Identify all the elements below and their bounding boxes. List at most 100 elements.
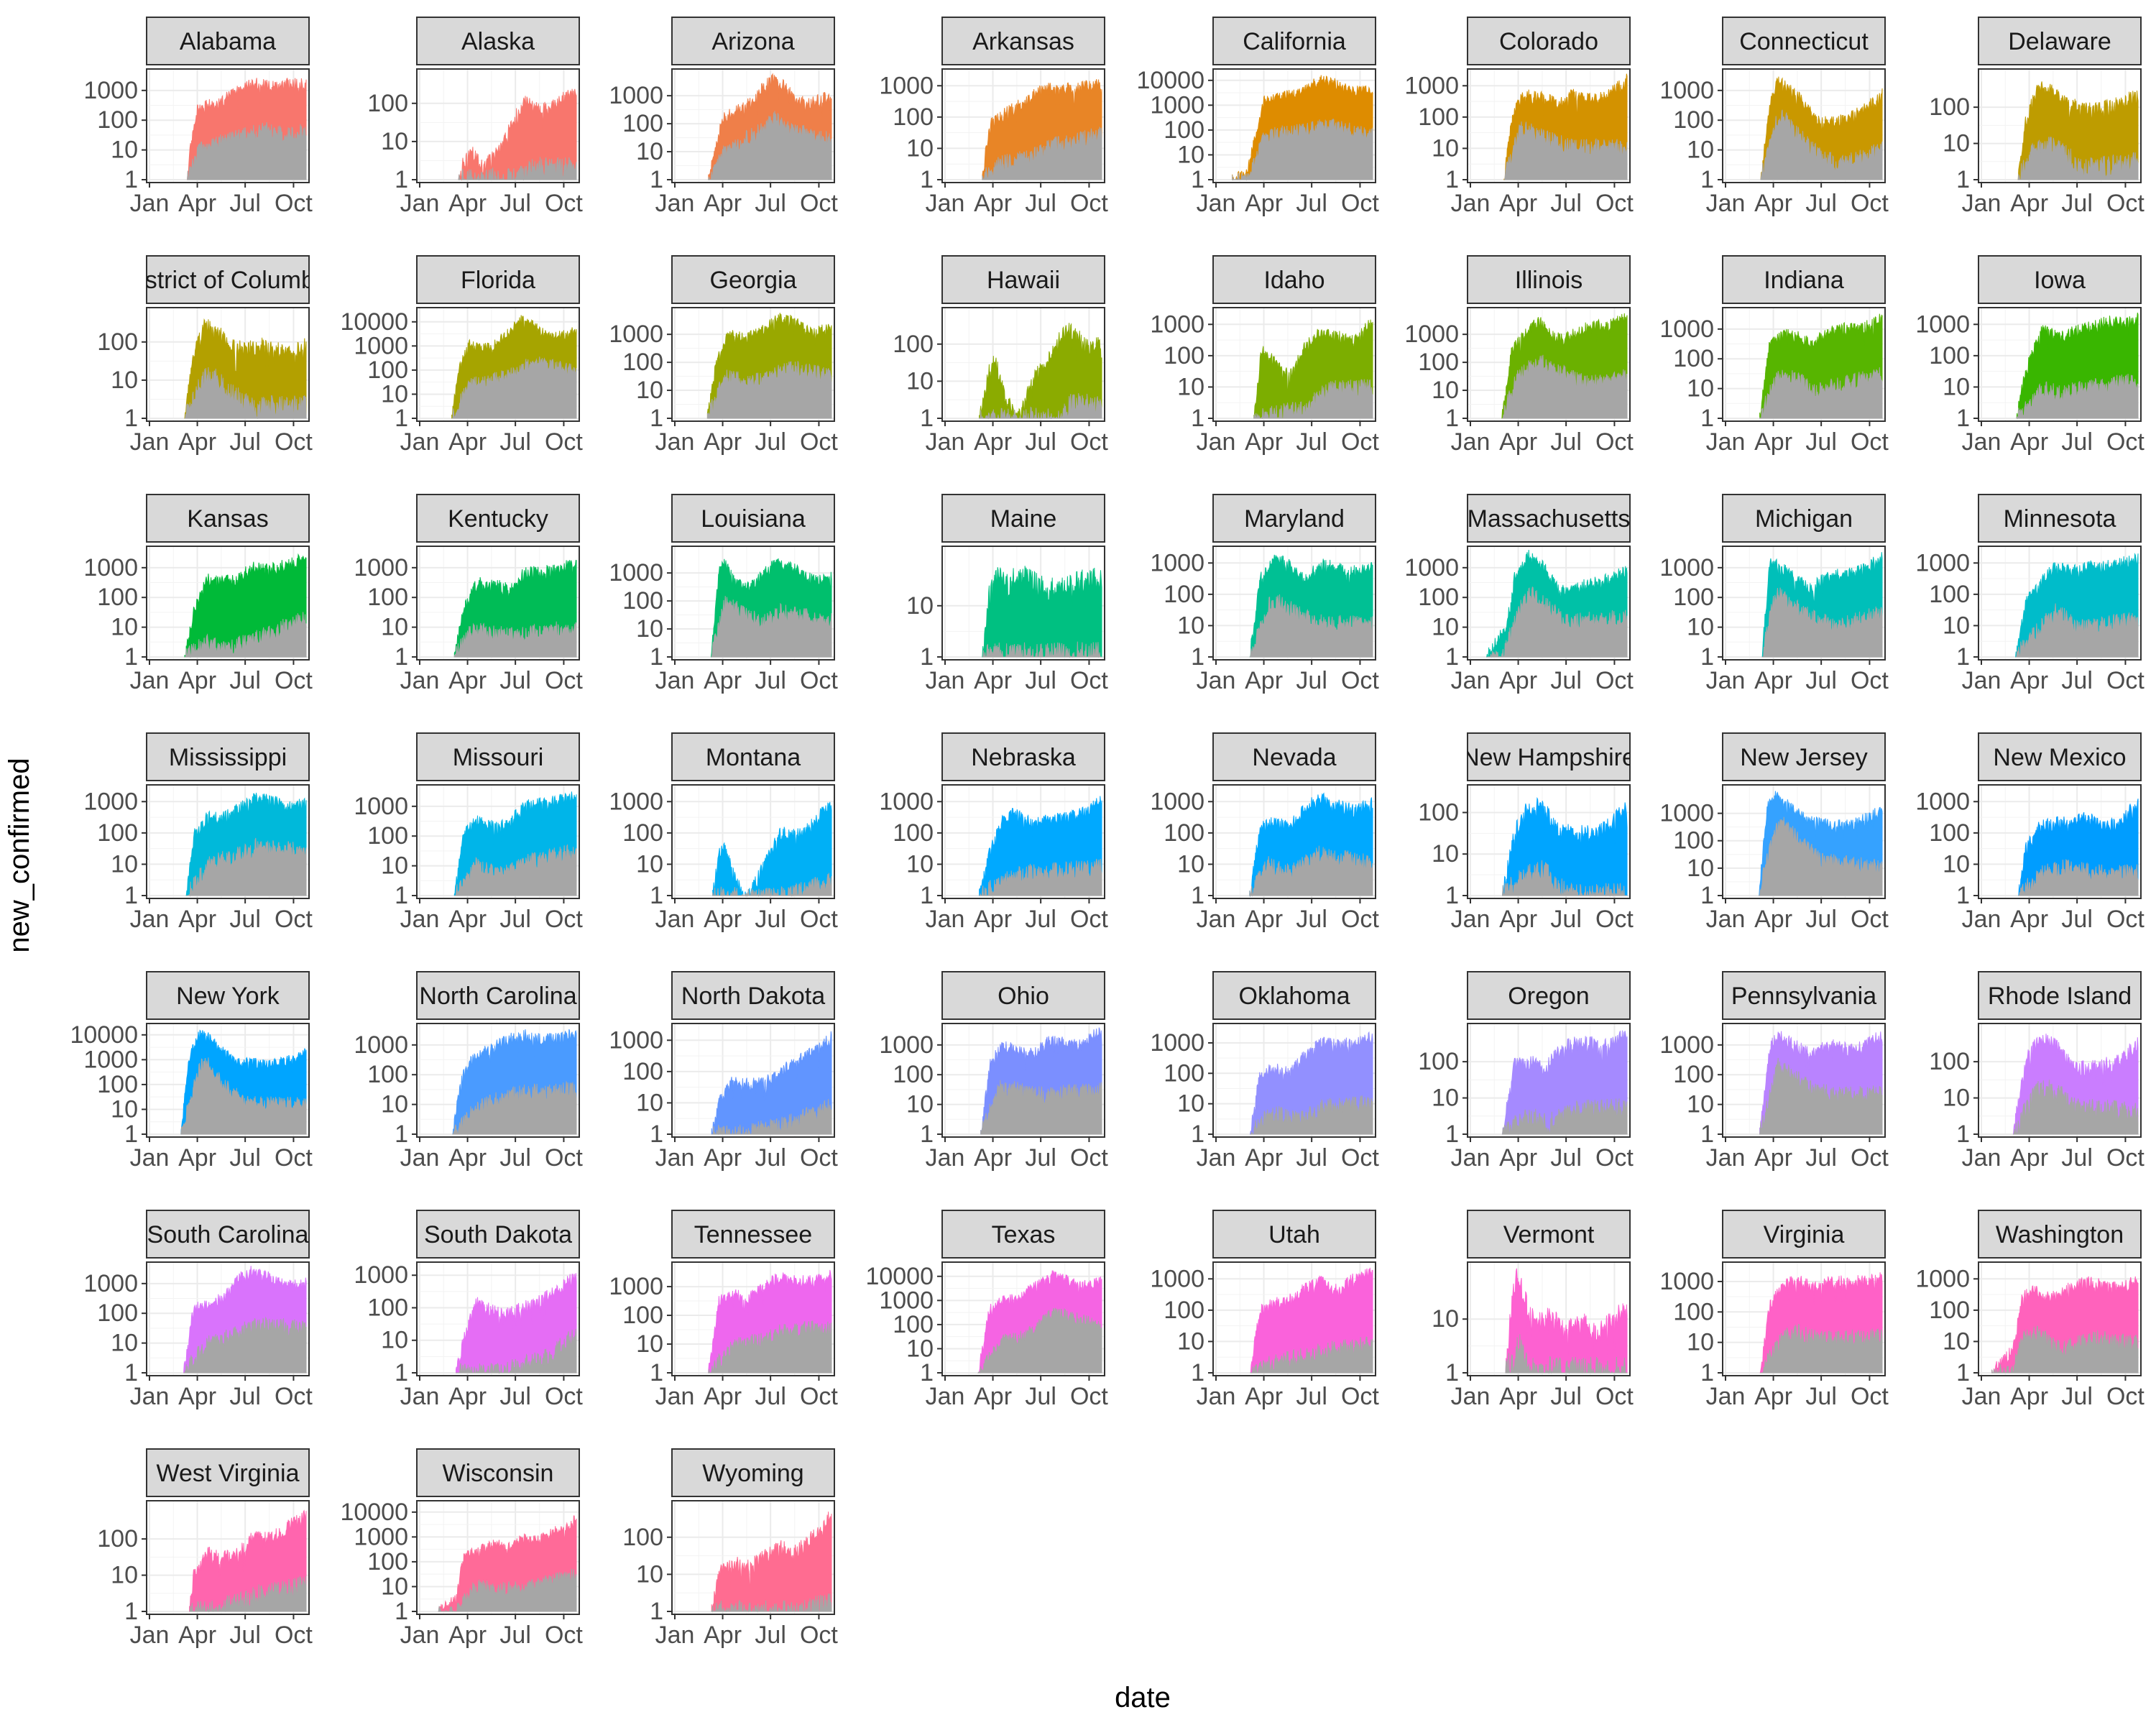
facet-strip [146,494,310,543]
facet-strip-label: Kentucky [448,505,548,533]
x-tick-label: Jan [1706,1144,1746,1172]
y-tick-label: 1 [124,643,138,671]
x-tick-label: Apr [448,1144,487,1172]
x-tick-label: Jul [1025,428,1056,456]
y-tick-label: 10 [906,1335,934,1362]
y-tick-label: 10 [111,1562,138,1589]
y-tick-label: 1 [1191,1359,1204,1386]
facet-strip [1722,732,1886,781]
y-tick-label: 1 [124,1359,138,1386]
x-tick-label: Apr [1499,667,1537,694]
y-tick-label: 100 [1164,116,1204,144]
y-tick-label: 100 [1418,104,1459,131]
x-tick-label: Jan [1451,428,1491,456]
panel-border [1978,307,2142,422]
facet-strip-label: New Jersey [1740,744,1868,771]
facet-strip-label: Colorado [1499,28,1598,55]
y-tick-label: 10 [111,614,138,641]
y-tick-label: 100 [893,331,934,358]
x-tick-label: Jan [655,1144,695,1172]
facet-strip [1467,494,1631,543]
facet-strip [1467,1210,1631,1259]
y-tick-label: 100 [1673,1298,1714,1325]
x-tick-label: Jan [926,906,965,933]
x-tick-label: Jul [1805,190,1836,217]
y-tick-label: 1000 [1150,1029,1204,1057]
facet-panel: Wyoming 1 10 100 Jan Apr Jul Oct [622,1448,838,1649]
y-tick-label: 1 [920,166,934,193]
y-tick-label: 10 [111,1095,138,1123]
x-tick-label: Jul [755,1144,786,1172]
shaded-area [1253,379,1373,420]
y-tick-label: 10 [636,850,663,878]
facet-panel: Montana 1 10 100 1000 Jan Apr Jul Oct [609,732,838,933]
y-tick-label: 1000 [1915,788,1970,815]
x-tick-label: Jul [229,1383,260,1410]
y-tick-label: 10 [1432,377,1459,404]
shaded-area [2012,1080,2139,1135]
x-tick-label: Apr [448,428,487,456]
facet-strip-label: Minnesota [2004,505,2116,533]
facet-strip [1978,732,2142,781]
y-tick-label: 100 [367,1061,408,1088]
y-tick-label: 10 [906,1091,934,1118]
x-tick-label: Oct [2106,428,2145,456]
panel-border [941,1261,1105,1376]
y-tick-label: 10 [906,592,934,620]
y-tick-label: 10 [1943,612,1970,639]
y-tick-label: 1 [650,882,663,909]
x-tick-label: Oct [2106,1383,2145,1410]
y-tick-label: 10 [1432,1305,1459,1333]
y-tick-label: 10000 [340,308,408,336]
y-tick-label: 10 [381,1327,408,1354]
y-tick-label: 100 [1673,106,1714,134]
x-tick-label: Oct [800,1144,838,1172]
y-tick-label: 1 [920,882,934,909]
y-tick-label: 100 [1418,799,1459,826]
facet-strip-label: Maryland [1244,505,1345,533]
x-tick-label: Oct [275,428,313,456]
facet-panel: Kansas 110 100 1000 Jan Apr Jul Oct [83,494,313,694]
x-tick-label: Jan [1962,906,2001,933]
y-tick-label: 1000 [1150,310,1204,338]
panel-border [1722,307,1886,422]
y-tick-label: 1000 [1150,91,1204,119]
y-tick-label: 100 [1929,93,1970,121]
shaded-area [452,1080,577,1135]
y-tick-label: 10 [1687,1091,1714,1118]
facet-panel: District of Columbia 1 10 100 Jan Apr Jul Oct [97,255,313,456]
x-tick-label: Oct [800,1622,838,1649]
shaded-area [711,596,832,658]
x-tick-label: Apr [448,190,487,217]
shaded-area [185,367,307,420]
panel-border [671,68,835,183]
panel-border [1212,68,1376,183]
y-tick-label: 1000 [1659,1268,1714,1295]
x-tick-label: Apr [1499,1144,1537,1172]
facet-strip-label: South Dakota [424,1221,572,1248]
shaded-area [1505,1334,1627,1374]
y-tick-label: 100 [1673,1061,1714,1088]
facet-strip [1212,17,1376,65]
y-tick-label: 100 [97,1525,138,1552]
facet-strip-label: Delaware [2008,28,2111,55]
facet-strip [671,732,835,781]
panel-border [941,1023,1105,1138]
facet-strip [941,17,1105,65]
facet-panel: West Virginia 1 10 100 Jan Apr Jul Oct [97,1448,313,1649]
y-tick-label: 10 [381,128,408,155]
y-tick-label: 1 [124,1121,138,1148]
y-tick-label: 100 [1418,584,1459,611]
y-tick-label: 100 [1164,1297,1204,1324]
x-tick-label: Oct [1851,190,1889,217]
facet-strip [146,732,310,781]
panel-border [1467,784,1631,899]
y-tick-label: 100 [367,822,408,850]
y-tick-label: 100 [893,1061,934,1088]
facet-strip-label: North Dakota [681,983,825,1010]
y-tick-label: 1 [1956,1121,1970,1148]
facet-strip [1212,732,1376,781]
